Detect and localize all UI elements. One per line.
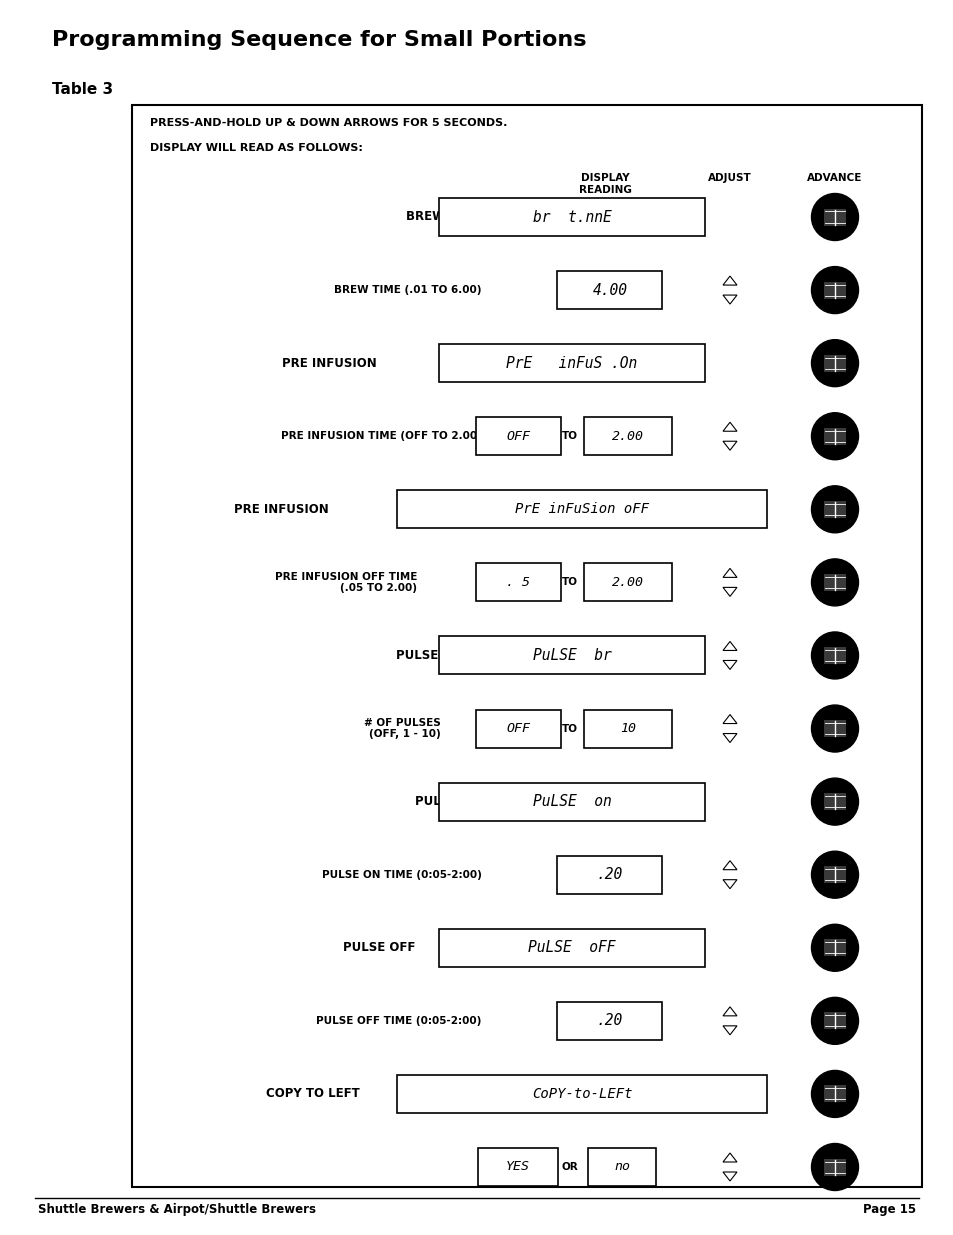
Text: ADJUST: ADJUST [707,173,751,183]
Text: # OF PULSES
(OFF, 1 - 10): # OF PULSES (OFF, 1 - 10) [364,718,440,740]
Bar [823,1086,844,1103]
Text: YES: YES [505,1161,530,1173]
Bar [475,417,560,456]
Text: br  t.nnE: br t.nnE [532,210,611,225]
Bar [583,417,671,456]
Text: OR: OR [561,1162,578,1172]
Text: TO: TO [561,431,578,441]
Bar [823,793,844,810]
Bar [823,1013,844,1029]
Bar [587,1149,656,1186]
Text: TO: TO [561,724,578,734]
Bar [583,563,671,601]
Circle shape [811,778,858,825]
Text: PULSE ON TIME (0:05-2:00): PULSE ON TIME (0:05-2:00) [321,869,481,879]
Text: ADVANCE: ADVANCE [806,173,862,183]
Text: PULSE ON: PULSE ON [415,795,481,808]
Circle shape [811,705,858,752]
Circle shape [811,412,858,459]
Circle shape [811,1071,858,1118]
Text: Shuttle Brewers & Airpot/Shuttle Brewers: Shuttle Brewers & Airpot/Shuttle Brewers [38,1203,315,1216]
Bar [557,856,661,894]
Text: Programming Sequence for Small Portions: Programming Sequence for Small Portions [52,30,586,49]
Text: PRE INFUSION OFF TIME
(.05 TO 2.00): PRE INFUSION OFF TIME (.05 TO 2.00) [274,572,416,593]
Bar [557,1002,661,1040]
Circle shape [811,267,858,314]
Text: PuLSE  br: PuLSE br [532,648,611,663]
Bar [823,574,844,590]
Text: Table 3: Table 3 [52,82,113,98]
Bar [396,1074,766,1113]
Bar [439,783,703,820]
Text: Page 15: Page 15 [862,1203,915,1216]
Bar [823,866,844,883]
Bar [823,501,844,517]
Text: no: no [614,1161,629,1173]
Bar [823,209,844,226]
Text: DISPLAY WILL READ AS FOLLOWS:: DISPLAY WILL READ AS FOLLOWS: [150,143,362,153]
Circle shape [811,632,858,679]
Text: PuLSE  on: PuLSE on [532,794,611,809]
Bar [823,427,844,445]
Text: PuLSE  oFF: PuLSE oFF [528,940,615,955]
Text: PRE INFUSION TIME (OFF TO 2.00): PRE INFUSION TIME (OFF TO 2.00) [280,431,481,441]
Text: .20: .20 [597,867,622,882]
Circle shape [811,194,858,241]
Bar [823,647,844,664]
Text: PRE INFUSION: PRE INFUSION [282,357,376,369]
Bar [823,354,844,372]
Bar [583,710,671,747]
Bar [823,940,844,956]
Bar [823,720,844,737]
Text: CoPY-to-LEFt: CoPY-to-LEFt [531,1087,632,1100]
Text: 10: 10 [619,722,636,735]
Text: PRESS-AND-HOLD UP & DOWN ARROWS FOR 5 SECONDS.: PRESS-AND-HOLD UP & DOWN ARROWS FOR 5 SE… [150,119,507,128]
Bar [475,710,560,747]
Text: 2.00: 2.00 [612,576,643,589]
Bar [439,345,703,382]
Text: COPY TO LEFT: COPY TO LEFT [266,1088,359,1100]
Text: OFF: OFF [505,430,530,442]
Text: .20: .20 [597,1014,622,1029]
Circle shape [811,851,858,898]
Text: PULSE OFF: PULSE OFF [342,941,415,955]
Circle shape [811,1144,858,1191]
Circle shape [811,998,858,1045]
Text: 2.00: 2.00 [612,430,643,442]
Text: BREW TIME: BREW TIME [406,210,481,224]
Text: PULSE OFF TIME (0:05-2:00): PULSE OFF TIME (0:05-2:00) [316,1016,481,1026]
Circle shape [811,559,858,606]
Bar [439,198,703,236]
Text: BREW TIME (.01 TO 6.00): BREW TIME (.01 TO 6.00) [334,285,481,295]
Text: 4.00: 4.00 [592,283,627,298]
Bar [439,929,703,967]
Bar [132,105,921,1187]
Circle shape [811,924,858,971]
Bar [557,270,661,309]
Bar [396,490,766,529]
Bar [823,1158,844,1176]
Text: TO: TO [561,578,578,588]
Text: DISPLAY
READING: DISPLAY READING [578,173,631,195]
Text: PULSE BREW: PULSE BREW [395,648,481,662]
Circle shape [811,340,858,387]
Bar [823,282,844,299]
Bar [439,636,703,674]
Text: PrE inFuSion oFF: PrE inFuSion oFF [515,503,648,516]
Text: . 5: . 5 [505,576,530,589]
Text: PrE   inFuS .On: PrE inFuS .On [506,356,637,370]
Bar [477,1149,558,1186]
Circle shape [811,485,858,532]
Bar [475,563,560,601]
Text: PRE INFUSION: PRE INFUSION [234,503,329,516]
Text: OFF: OFF [505,722,530,735]
